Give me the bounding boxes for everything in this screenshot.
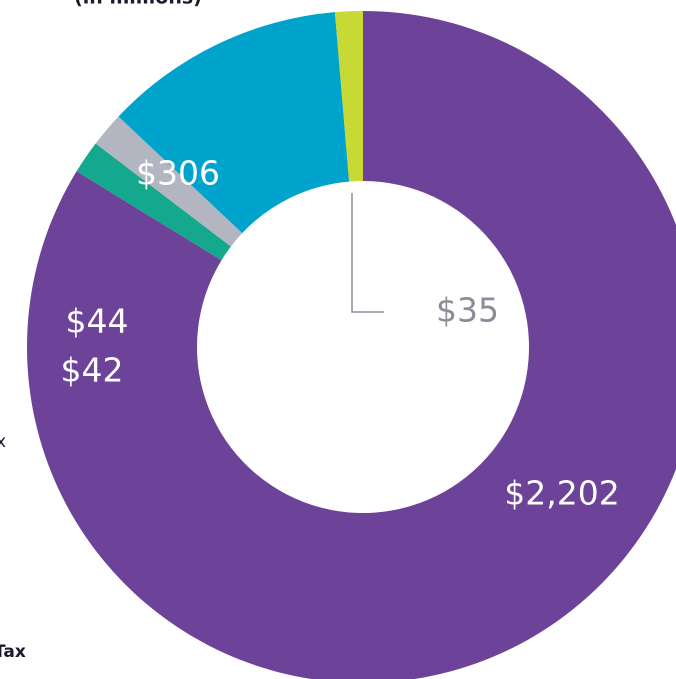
donut-slice	[118, 12, 350, 234]
donut-slice	[334, 11, 363, 182]
data-label: $42	[61, 351, 124, 390]
donut-slice	[27, 11, 676, 679]
donut-slice	[76, 143, 231, 261]
annotation: x	[0, 432, 6, 452]
data-label: $35	[436, 291, 499, 330]
chart-subtitle: (in millions)	[74, 0, 202, 9]
data-label: $2,202	[504, 474, 619, 513]
data-label: $44	[66, 302, 129, 341]
leader-line	[351, 193, 384, 313]
data-label: $306	[136, 154, 220, 193]
annotation: Tax	[0, 642, 26, 662]
donut-slice	[95, 116, 243, 247]
